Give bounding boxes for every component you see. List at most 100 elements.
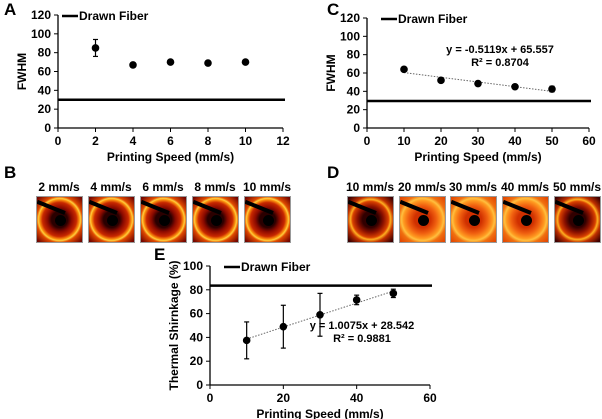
beam-center [211, 215, 222, 226]
data-point [316, 310, 324, 319]
diffraction-pattern-image [244, 196, 291, 243]
y-tick-label: 100 [183, 259, 203, 273]
x-tick-label: 4 [130, 134, 137, 148]
legend-label: Drawn Fiber [398, 12, 468, 26]
x-tick-label: 10 [397, 134, 411, 148]
y-tick-label: 60 [38, 65, 52, 79]
data-point [474, 79, 482, 88]
x-tick-label: 50 [545, 134, 559, 148]
trendline-r-squared: R² = 0.9881 [333, 333, 391, 345]
y-tick-label: 20 [190, 354, 204, 368]
image-label: 50 mm/s [552, 180, 602, 194]
data-point [129, 61, 137, 69]
y-tick-label: 0 [353, 121, 360, 135]
data-point [242, 336, 251, 345]
image-label: 10 mm/s [242, 180, 292, 194]
y-tick-label: 60 [190, 307, 204, 321]
diffraction-pattern-image [554, 196, 601, 243]
x-tick-label: 0 [55, 134, 62, 148]
beam-center [55, 215, 66, 226]
y-axis-title: Thermal Shirnkage (%) [167, 260, 181, 390]
y-tick-label: 20 [347, 103, 361, 117]
data-point [279, 322, 288, 331]
image-label: 40 mm/s [500, 180, 550, 194]
trendline-r-squared: R² = 0.8704 [471, 57, 530, 69]
image-label: 20 mm/s [397, 180, 447, 194]
data-point [352, 296, 361, 304]
trendline [403, 72, 553, 92]
x-tick-label: 2 [92, 134, 99, 148]
x-tick-label: 30 [471, 134, 485, 148]
diffraction-pattern-image [399, 196, 446, 243]
x-tick-label: 0 [207, 391, 214, 405]
diffraction-pattern-image [36, 196, 83, 243]
x-tick-label: 0 [364, 134, 371, 148]
data-point [511, 82, 519, 91]
image-label: 8 mm/s [194, 180, 236, 194]
beam-center [263, 215, 274, 226]
beam-center [573, 215, 584, 226]
x-tick-label: 60 [582, 134, 596, 148]
y-tick-label: 60 [347, 66, 361, 80]
x-axis-title: Printing Speed (mm/s) [107, 150, 234, 164]
image-label: 6 mm/s [142, 180, 184, 194]
legend-label: Drawn Fiber [79, 9, 149, 23]
y-tick-label: 20 [38, 102, 52, 116]
beam-center [366, 215, 377, 226]
y-tick-label: 100 [31, 27, 51, 41]
image-label: 2 mm/s [38, 180, 80, 194]
panel-label-c: C [327, 0, 340, 19]
image-label: 4 mm/s [90, 180, 132, 194]
x-tick-label: 60 [423, 391, 437, 405]
beam-center [159, 215, 170, 226]
data-point [166, 58, 175, 66]
diffraction-pattern-image [88, 196, 135, 243]
y-tick-label: 100 [340, 29, 360, 43]
data-point [437, 76, 445, 85]
data-point [241, 58, 250, 66]
trendline-equation: y = 1.0075x + 28.542 [310, 320, 415, 332]
image-label: 10 mm/s [345, 180, 395, 194]
data-point [91, 44, 100, 52]
y-axis-title: FWHM [324, 54, 338, 91]
x-tick-label: 6 [167, 134, 174, 148]
beam-center [521, 215, 532, 226]
y-tick-label: 40 [190, 330, 204, 344]
panel-label-e: E [154, 245, 166, 264]
data-point [400, 65, 408, 74]
x-tick-label: 10 [239, 134, 253, 148]
x-tick-label: 12 [276, 134, 290, 148]
panel-label-a: A [4, 0, 17, 19]
y-tick-label: 80 [38, 46, 52, 60]
diffraction-pattern-image [192, 196, 239, 243]
y-tick-label: 0 [44, 121, 51, 135]
x-tick-label: 40 [508, 134, 522, 148]
x-tick-label: 8 [205, 134, 212, 148]
panel-label-d: D [327, 163, 340, 182]
diffraction-pattern-image [140, 196, 187, 243]
beam-center [469, 215, 480, 226]
trendline-equation: y = -0.5119x + 65.557 [446, 44, 554, 56]
x-tick-label: 20 [434, 134, 448, 148]
data-point [204, 59, 212, 67]
y-tick-label: 120 [31, 8, 51, 22]
image-label: 30 mm/s [448, 180, 498, 194]
y-tick-label: 120 [340, 11, 360, 25]
diffraction-pattern-image [450, 196, 497, 243]
data-point [548, 85, 556, 93]
x-tick-label: 20 [277, 391, 291, 405]
beam-center [418, 215, 429, 226]
diffraction-pattern-image [347, 196, 394, 243]
x-tick-label: 40 [350, 391, 364, 405]
beam-center [107, 215, 118, 226]
y-tick-label: 40 [38, 83, 52, 97]
diffraction-pattern-image [502, 196, 549, 243]
y-axis-title: FWHM [15, 53, 29, 90]
x-axis-title: Printing Speed (mm/s) [414, 150, 541, 164]
legend-label: Drawn Fiber [241, 260, 311, 274]
y-tick-label: 0 [196, 378, 203, 392]
y-tick-label: 80 [347, 48, 361, 62]
x-axis-title: Printing Speed (mm/s) [256, 407, 383, 419]
y-tick-label: 40 [347, 84, 361, 98]
